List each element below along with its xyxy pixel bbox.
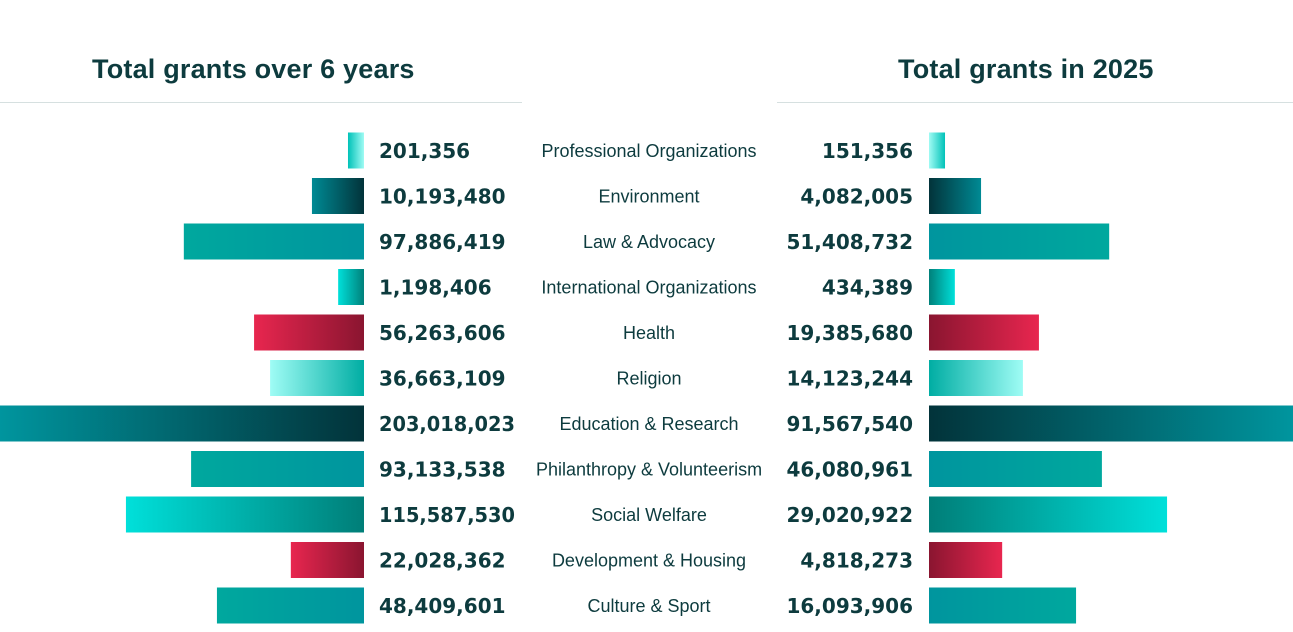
category-label: Philanthropy & Volunteerism: [536, 460, 762, 480]
left-bar: [338, 269, 364, 305]
chart-row: 1,198,406 International Organizations 434,…: [338, 269, 955, 305]
left-bar: [125, 496, 364, 533]
category-label: Law & Advocacy: [583, 232, 715, 252]
right-bar: [929, 132, 946, 169]
right-value-label: 4,818,273: [800, 549, 913, 573]
right-bar: [929, 587, 1077, 624]
category-label: Social Welfare: [591, 505, 707, 525]
category-label: Health: [623, 323, 675, 343]
category-label: Development & Housing: [552, 551, 746, 571]
chart-row: 97,886,419 Law & Advocacy 51,408,732: [183, 223, 1110, 260]
right-bar: [929, 269, 955, 305]
left-value-label: 22,028,362: [379, 549, 506, 573]
category-label: International Organizations: [541, 278, 756, 298]
chart-row: 93,133,538 Philanthropy & Volunteerism 46,…: [191, 451, 1102, 487]
chart-row: 36,663,109 Religion 14,123,244: [270, 360, 1023, 396]
right-bar: [929, 451, 1102, 487]
left-bar: [270, 360, 364, 396]
chart-row: 22,028,362 Development & Housing 4,818,273: [290, 542, 1003, 578]
left-value-label: 201,356: [379, 139, 470, 163]
category-label: Religion: [616, 369, 681, 389]
left-value-label: 93,133,538: [379, 458, 506, 482]
left-value-label: 203,018,023: [379, 412, 515, 436]
left-bar: [347, 132, 364, 169]
left-bar: [254, 314, 364, 351]
right-bar: [929, 496, 1168, 533]
left-value-label: 36,663,109: [379, 367, 506, 391]
right-title-divider: [777, 102, 1293, 103]
right-value-label: 19,385,680: [786, 321, 913, 345]
left-value-label: 56,263,606: [379, 321, 506, 345]
left-value-label: 115,587,530: [379, 503, 515, 527]
left-bar: [216, 587, 364, 624]
category-label: Education & Research: [559, 414, 738, 434]
chart-row: 201,356 Professional Organizations 151,356: [347, 132, 946, 169]
left-bar: [311, 178, 364, 214]
left-value-label: 97,886,419: [379, 230, 506, 254]
right-bar: [929, 314, 1039, 351]
right-value-label: 51,408,732: [786, 230, 913, 254]
right-value-label: 14,123,244: [786, 367, 913, 391]
left-value-label: 10,193,480: [379, 185, 506, 209]
right-bar: [929, 405, 1293, 442]
left-value-label: 1,198,406: [379, 276, 492, 300]
right-value-label: 46,080,961: [786, 458, 913, 482]
right-value-label: 434,389: [822, 276, 913, 300]
category-label: Culture & Sport: [587, 596, 710, 616]
right-bar: [929, 542, 1003, 578]
chart-row: 10,193,480 Environment 4,082,005: [311, 178, 982, 214]
chart-row: 48,409,601 Culture & Sport 16,093,906: [216, 587, 1077, 624]
left-bar: [183, 223, 364, 260]
right-value-label: 4,082,005: [800, 185, 913, 209]
chart-row: 115,587,530 Social Welfare 29,020,922: [125, 496, 1168, 533]
left-value-label: 48,409,601: [379, 594, 506, 618]
left-bar: [191, 451, 364, 487]
right-value-label: 91,567,540: [786, 412, 913, 436]
right-bar: [929, 223, 1110, 260]
left-title-divider: [0, 102, 522, 103]
left-bar: [290, 542, 364, 578]
category-label: Environment: [598, 187, 699, 207]
left-chart-title: Total grants over 6 years: [92, 54, 415, 84]
right-bar: [929, 360, 1023, 396]
category-label: Professional Organizations: [541, 141, 756, 161]
left-bar: [0, 405, 364, 442]
right-value-label: 29,020,922: [786, 503, 913, 527]
right-chart-title: Total grants in 2025: [898, 54, 1154, 84]
chart-row: 203,018,023 Education & Research 91,567,54…: [0, 405, 1293, 442]
right-value-label: 151,356: [822, 139, 913, 163]
right-value-label: 16,093,906: [786, 594, 913, 618]
right-bar: [929, 178, 982, 214]
chart-row: 56,263,606 Health 19,385,680: [254, 314, 1039, 351]
